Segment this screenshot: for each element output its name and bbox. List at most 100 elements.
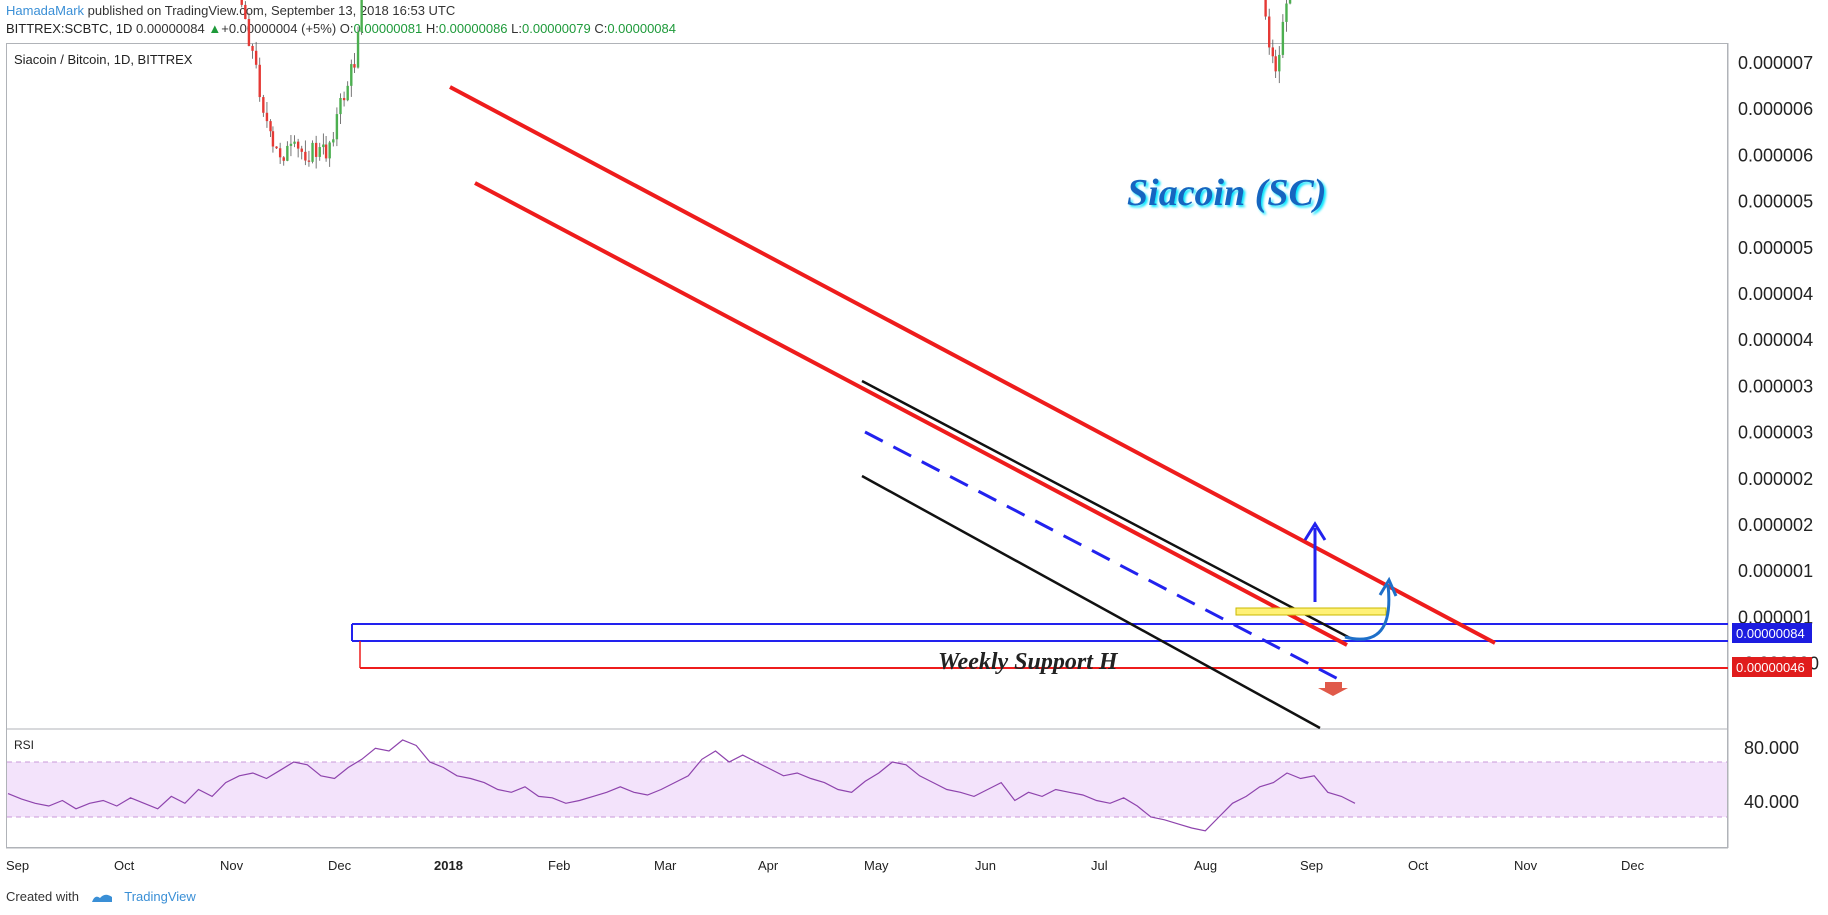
price-tick-label: 0.000001 [1738,607,1813,627]
candle-body [269,121,272,132]
rsi-tick-label: 40.000 [1744,792,1799,812]
candle-body [1271,47,1275,57]
channel-line-top [861,379,1351,640]
price-tick-label: 0.000005 [1738,192,1813,212]
candle-body [353,64,356,68]
candle-body [318,147,321,157]
time-tick-label: 2018 [434,858,463,873]
candle-body [350,64,353,86]
down-arrow-icon [1318,682,1348,696]
dashed-midline [864,430,1341,682]
candle-body [346,85,349,101]
symbol-label: BITTREX:SCBTC, 1D [6,21,133,36]
candle-body [311,142,314,162]
rsi-band [7,762,1727,817]
price-tick-label: 0.000002 [1738,469,1813,489]
candle-body [1281,21,1285,55]
low-label: L: [511,21,522,36]
target-zone [1235,607,1387,616]
candle-body [1268,16,1271,48]
price-tick-label: 0.000002 [1738,515,1813,535]
candle-body [332,139,335,143]
up-arrow-icon [1303,521,1327,541]
weekly-support-label: Weekly Support H [938,649,1119,675]
tradingview-link[interactable]: TradingView [124,889,196,904]
ohlc-line: BITTREX:SCBTC, 1D 0.00000084 ▲+0.0000000… [6,21,676,36]
time-tick-label: Oct [114,858,135,873]
created-with-text: Created with [6,889,79,904]
candle-body [282,157,285,161]
close-value: 0.00000084 [607,21,676,36]
chart-title: Siacoin / Bitcoin, 1D, BITTREX [14,52,193,67]
rsi-tick-label: 80.000 [1744,738,1799,758]
published-text: published on TradingView.com, September … [87,3,456,18]
candle-body [262,97,265,113]
price-axis: 0.000007 0.000006 0.000006 0.000005 0.000005… [1738,53,1819,674]
candle-body [244,4,247,20]
candle-body [240,0,243,5]
close-label: C: [594,21,608,36]
candle-body [1278,54,1281,72]
rsi-axis: 80.000 40.000 [1744,738,1799,812]
tradingview-logo-icon [91,894,112,903]
candle-body [254,50,258,65]
channel-line-bottom [861,474,1321,730]
time-tick-label: Nov [1514,858,1538,873]
candle-body [307,160,311,162]
time-tick-label: May [864,858,889,873]
candle-body [1285,3,1288,22]
candle-body [342,98,346,101]
high-value: 0.00000086 [438,21,508,36]
high-label: H: [425,21,439,36]
change-arrow-icon: ▲ [208,21,222,36]
price-tick-label: 0.000003 [1738,423,1813,443]
price-badge-red-text: 0.00000046 [1736,660,1805,675]
candle-body [278,148,282,158]
candle-body [324,144,328,159]
time-tick-label: Dec [328,858,352,873]
time-tick-label: Sep [6,858,29,873]
candle-body [258,64,261,98]
price-tick-label: 0.000004 [1738,284,1813,304]
publish-line: HamadaMark published on TradingView.com,… [6,3,455,18]
candle-body [271,131,275,147]
price-tick-label: 0.000001 [1738,561,1813,581]
price-tick-label: 0.000006 [1738,99,1813,119]
time-tick-label: Oct [1408,858,1429,873]
open-label: O: [339,21,354,36]
candle-body [275,146,278,149]
author-link[interactable]: HamadaMark [6,3,85,18]
time-tick-label: Feb [548,858,570,873]
candle-body [356,31,360,68]
footer: Created with TradingView [6,889,196,904]
candle-body [289,143,293,146]
candle-body [300,148,303,152]
candle-body [1274,56,1277,72]
rsi-line [7,739,1356,832]
candles-group [240,0,1292,169]
candle-body [247,19,251,46]
candle-body [1264,0,1267,17]
resistance-line-lower [474,181,1348,647]
resistance-line-upper [449,85,1496,645]
candle-body [251,45,254,51]
price-tick-label: 0.000004 [1738,330,1813,350]
candle-body [360,0,363,32]
time-tick-label: Sep [1300,858,1323,873]
candle-body [265,112,269,122]
candle-body [322,144,325,148]
time-tick-label: Mar [654,858,677,873]
candle-body [328,142,331,159]
chart-canvas[interactable]: Siacoin / Bitcoin, 1D, BITTREX Siacoin (… [0,0,1828,880]
curved-arrow-icon [1378,576,1398,597]
candle-body [314,142,318,157]
time-tick-label: Jul [1091,858,1108,873]
price-tick-label: 0.000007 [1738,53,1813,73]
rsi-label: RSI [14,738,34,752]
candle-body [286,145,289,161]
candle-body [1288,0,1292,4]
candle-body [296,141,300,149]
price-tick-label: 0.000006 [1738,145,1813,165]
price-tick-label: 0.000003 [1738,376,1813,396]
time-tick-label: Dec [1621,858,1645,873]
